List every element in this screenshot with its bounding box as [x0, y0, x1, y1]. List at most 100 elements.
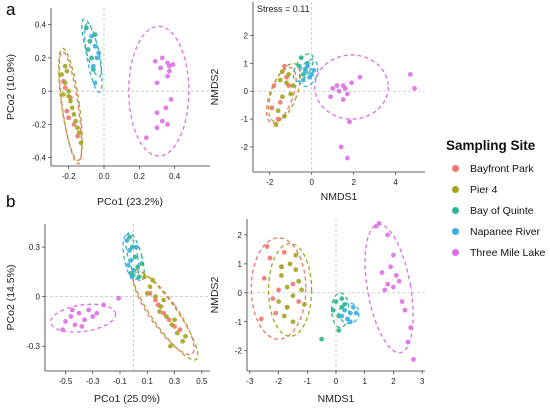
data-point [267, 255, 273, 261]
data-point [305, 63, 310, 69]
data-point [136, 274, 142, 280]
data-point [83, 25, 89, 31]
confidence-ellipse [331, 292, 350, 329]
data-point [407, 72, 413, 77]
confidence-ellipse [364, 223, 414, 354]
y-axis-label: NMDS2 [209, 276, 221, 313]
legend-item-napanee-river: Napanee River [428, 221, 550, 242]
data-point [258, 316, 264, 322]
data-point [273, 122, 279, 128]
y-axis-label: PCo2 (10.9%) [5, 54, 17, 120]
data-point [353, 310, 359, 316]
data-point [399, 299, 405, 304]
legend-dot-icon [451, 186, 459, 193]
data-point [273, 310, 279, 316]
data-point [303, 69, 308, 75]
data-point [69, 105, 75, 111]
data-point [92, 80, 98, 86]
data-point [75, 125, 80, 131]
data-point [177, 327, 183, 333]
data-point [275, 108, 281, 114]
x-tick-label: -2 [266, 178, 274, 187]
confidence-ellipse [128, 25, 190, 157]
data-point [180, 338, 186, 344]
data-point [165, 122, 171, 127]
data-point [159, 55, 165, 61]
data-point [91, 63, 96, 69]
data-point [334, 83, 340, 89]
data-point [393, 273, 399, 278]
data-point [127, 248, 132, 253]
data-point [154, 80, 160, 86]
y-tick-label: -0.4 [32, 154, 46, 163]
legend-swatch [448, 183, 462, 197]
y-tick-label: 0 [42, 87, 47, 96]
x-tick-label: -1 [304, 377, 312, 386]
confidence-ellipse [132, 271, 195, 356]
data-point [165, 73, 171, 79]
confidence-ellipse [122, 233, 140, 281]
data-point [92, 43, 98, 49]
data-point [132, 254, 138, 260]
data-point [349, 80, 354, 86]
data-point [296, 63, 302, 69]
data-point [144, 290, 150, 296]
data-point [68, 314, 74, 319]
legend-dot-icon [451, 249, 459, 256]
data-point [183, 333, 188, 339]
y-tick-label: 1 [238, 260, 243, 269]
legend-dot-icon [451, 165, 459, 172]
data-point [128, 257, 134, 263]
data-point [124, 238, 130, 243]
data-point [94, 310, 100, 316]
data-point [87, 38, 93, 44]
data-point [89, 55, 95, 61]
data-point [296, 278, 302, 284]
x-axis-label: PCo1 (23.2%) [97, 196, 163, 208]
y-axis-label: PCo2 (14.5%) [5, 265, 17, 331]
data-point [139, 261, 145, 267]
x-tick-label: 2 [351, 178, 356, 187]
y-tick-label: -1 [235, 318, 243, 327]
data-point [64, 68, 70, 74]
x-tick-label: 0.0 [98, 172, 110, 181]
data-point [282, 113, 287, 119]
data-point [91, 67, 96, 72]
data-point [311, 67, 317, 73]
data-point [284, 80, 289, 86]
data-point [279, 69, 285, 75]
confidence-ellipse [131, 268, 199, 361]
data-point [82, 317, 87, 323]
data-point [339, 296, 345, 302]
y-tick-label: 0.4 [35, 21, 47, 30]
confidence-ellipse [265, 66, 297, 124]
confidence-ellipse [125, 232, 145, 282]
data-point [405, 339, 411, 345]
data-point [290, 293, 296, 299]
data-point [296, 299, 302, 304]
x-tick-label: 1 [362, 377, 367, 386]
data-point [158, 304, 164, 309]
chart-a-left: -0.2 0.0 0.2 0.4 -0.4 -0.2 0 0.2 0.4 PCo1 (23.2%)… [5, 8, 210, 208]
data-point [344, 91, 350, 97]
data-point [73, 118, 79, 124]
data-point [94, 55, 100, 61]
x-tick-label: 0.5 [196, 377, 208, 386]
data-point [276, 299, 281, 304]
stress-annotation: Stress = 0.11 [257, 4, 310, 14]
data-point [161, 297, 167, 303]
data-point [279, 264, 284, 270]
data-point [168, 343, 173, 349]
data-point [154, 110, 160, 116]
data-point [90, 314, 96, 319]
legend-label: Pier 4 [470, 183, 498, 196]
data-point [275, 116, 281, 122]
data-point [66, 93, 72, 99]
data-point [347, 310, 353, 316]
data-point [279, 273, 284, 278]
panel-letter-b: b [6, 192, 16, 211]
data-point [163, 314, 169, 319]
data-point [157, 309, 162, 314]
x-tick-label: -2 [275, 377, 283, 386]
